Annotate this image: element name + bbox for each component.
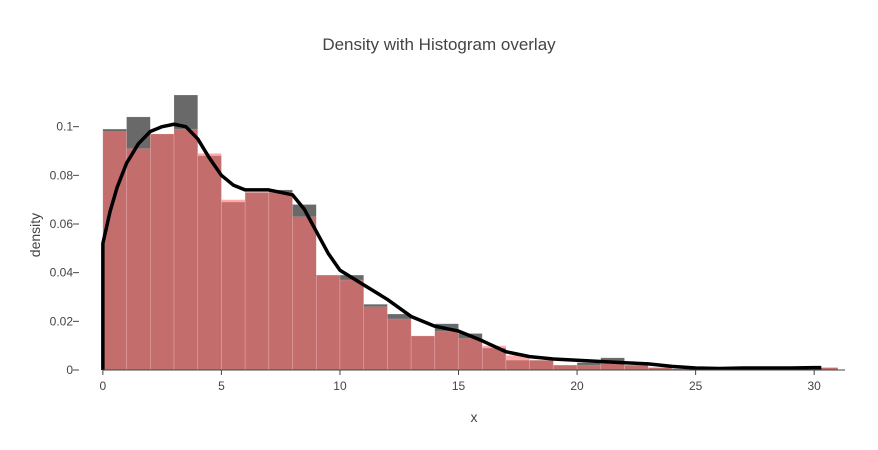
red-histogram-bar xyxy=(339,279,364,371)
red-histogram-bar xyxy=(410,335,436,371)
red-histogram-bar xyxy=(102,131,127,371)
red-histogram-bar xyxy=(363,306,388,371)
y-tick-label: 0.04 xyxy=(50,266,74,280)
y-axis-label: density xyxy=(27,213,43,257)
chart-title: Density with Histogram overlay xyxy=(322,35,556,54)
red-histogram-bar xyxy=(624,364,649,371)
density-line xyxy=(101,122,822,371)
x-axis-ticks: 0 5 10 15 20 25 30 xyxy=(100,370,821,393)
x-tick-label: 5 xyxy=(218,379,225,393)
red-histogram-bar xyxy=(268,192,293,371)
red-histogram-bar xyxy=(576,364,602,371)
x-tick-label: 25 xyxy=(689,379,703,393)
red-histogram-bar xyxy=(221,199,246,371)
red-histogram-bar xyxy=(529,360,554,371)
y-tick-label: 0 xyxy=(66,363,73,377)
red-histogram-bar xyxy=(434,330,459,371)
red-histogram-bar xyxy=(173,128,198,371)
red-histogram-bar xyxy=(150,133,175,371)
y-tick-label: 0.06 xyxy=(50,217,74,231)
y-tick-label: 0.02 xyxy=(50,314,74,328)
red-histogram-bar xyxy=(244,192,270,371)
x-axis-label: x xyxy=(471,409,478,425)
y-axis-ticks: 0 0.02 0.04 0.06 0.08 0.1 xyxy=(50,120,79,377)
red-histogram-bar xyxy=(316,274,341,371)
x-tick-label: 0 xyxy=(100,379,107,393)
x-tick-label: 30 xyxy=(807,379,821,393)
x-tick-label: 15 xyxy=(452,379,466,393)
x-tick-label: 20 xyxy=(570,379,584,393)
red-histogram-bar xyxy=(197,153,222,371)
x-tick-label: 10 xyxy=(333,379,347,393)
red-histogram-bar xyxy=(553,364,578,371)
red-histogram-bar xyxy=(458,338,483,371)
red-histogram-bar xyxy=(126,148,151,371)
y-tick-label: 0.08 xyxy=(50,168,74,182)
y-tick-label: 0.1 xyxy=(56,120,73,134)
histogram-red-bars xyxy=(102,128,839,371)
red-histogram-bar xyxy=(387,318,412,371)
red-histogram-bar xyxy=(292,216,317,371)
